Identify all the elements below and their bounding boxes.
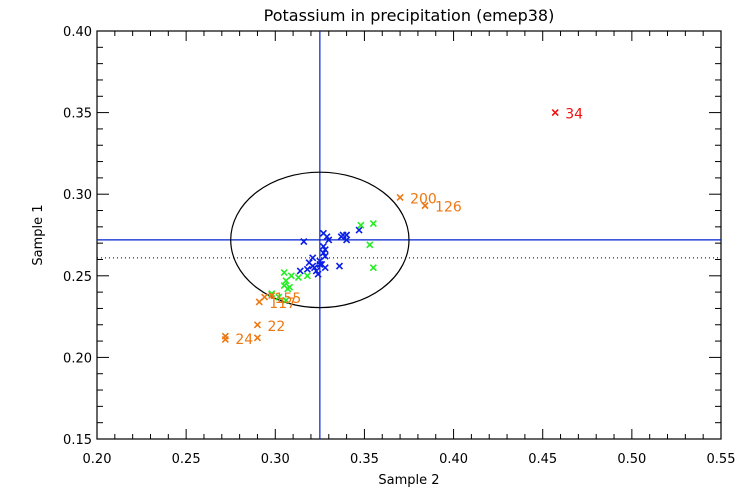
point-label: 22: [267, 319, 285, 335]
y-axis-title: Sample 1: [31, 204, 46, 265]
data-point-red: [551, 109, 559, 117]
data-point-green: [280, 268, 288, 277]
y-tick-label: 0.25: [63, 270, 92, 285]
data-point-green: [294, 273, 303, 281]
data-point-blue: [343, 236, 351, 244]
y-tick-label: 0.20: [63, 351, 92, 366]
data-point-orange: [396, 193, 404, 202]
data-point-blue: [314, 270, 322, 278]
data-point-green: [303, 272, 311, 280]
x-axis-title: Sample 2: [378, 473, 439, 488]
data-point-orange: [255, 298, 263, 306]
x-tick-label: 0.25: [172, 452, 201, 467]
x-tick-label: 0.40: [439, 452, 468, 467]
data-point-blue: [321, 252, 329, 260]
data-point-green: [284, 285, 292, 293]
data-point-orange: [261, 293, 269, 301]
data-point-green: [369, 220, 377, 228]
data-point-green: [282, 277, 290, 285]
data-point-green: [369, 264, 377, 272]
chart-title: Potassium in precipitation (emep38): [264, 6, 555, 25]
x-tick-label: 0.55: [707, 452, 736, 467]
confidence-ellipse: [230, 171, 410, 309]
point-label: 117: [269, 296, 296, 312]
y-tick-label: 0.40: [63, 25, 92, 40]
data-point-blue: [310, 264, 319, 272]
plot-area: 0.20 0.25 0.30 0.35 0.40 0.45 0.50 0.55 0.15 0.20…: [63, 25, 735, 467]
data-point-green: [287, 272, 295, 280]
data-point-blue: [321, 264, 329, 272]
data-point-green: [268, 290, 276, 298]
x-tick-label: 0.35: [350, 452, 379, 467]
data-point-blue: [335, 262, 344, 270]
data-point-orange: [253, 321, 262, 329]
data-point-blue: [303, 265, 311, 273]
data-point-blue: [309, 254, 317, 262]
data-point-green: [366, 241, 374, 249]
data-point-green: [282, 296, 290, 304]
x-tick-label: 0.45: [528, 452, 557, 467]
data-point-blue: [300, 237, 308, 246]
point-label: 126: [435, 200, 462, 216]
plot-frame: [96, 30, 722, 440]
data-point-orange: [221, 335, 229, 344]
y-tick-label: 0.15: [63, 433, 92, 448]
data-point-orange: [268, 291, 276, 299]
x-tick-label: 0.30: [261, 452, 290, 467]
data-point-blue: [296, 267, 304, 275]
data-point-green: [275, 293, 283, 301]
point-label: 24: [235, 332, 253, 348]
data-point-orange: [253, 334, 262, 342]
x-tick-label: 0.50: [617, 452, 646, 467]
y-tick-label: 0.30: [63, 188, 92, 203]
data-point-blue: [325, 236, 333, 244]
data-point-blue: [305, 259, 313, 267]
data-point-orange: [421, 202, 429, 210]
data-point-green: [357, 221, 365, 229]
point-label: 200: [410, 191, 437, 207]
point-label: 155: [275, 291, 302, 307]
data-point-blue: [316, 257, 324, 265]
point-label: 34: [565, 107, 583, 123]
data-point-blue: [355, 226, 363, 234]
y-tick-label: 0.35: [63, 107, 92, 122]
x-tick-label: 0.20: [83, 452, 112, 467]
